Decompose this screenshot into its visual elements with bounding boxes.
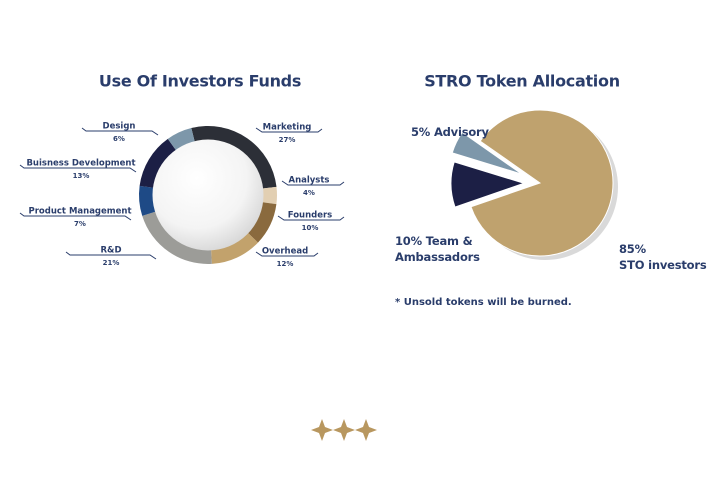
- slice-label: 10% Team & Ambassadors: [395, 233, 480, 265]
- leader-line: [19, 164, 137, 173]
- pie-slice: [470, 109, 614, 257]
- segment-label: Founders: [288, 211, 333, 221]
- donut-segment: [139, 185, 156, 216]
- segment-label: Overhead: [262, 247, 308, 257]
- slice-category: Team & Ambassadors: [395, 234, 480, 264]
- leader-line: [281, 180, 345, 186]
- segment-value-label: 6%: [113, 135, 125, 143]
- segment-value-label: 21%: [103, 259, 120, 267]
- slice-category: STO investors: [619, 258, 707, 272]
- slice-category: Advisory: [433, 125, 489, 139]
- segment-label: Marketing: [263, 123, 312, 133]
- segment-label: Buisness Development: [26, 159, 135, 169]
- leader-line: [255, 127, 323, 133]
- donut-segment: [191, 126, 277, 189]
- slice-value-label: 85%: [619, 242, 646, 256]
- segment-value-label: 7%: [74, 220, 86, 228]
- segment-label: Analysts: [288, 176, 329, 186]
- pie-slice: [451, 131, 523, 175]
- donut-segment: [262, 186, 277, 205]
- segment-value-label: 4%: [303, 189, 315, 197]
- footnote: * Unsold tokens will be burned.: [395, 297, 572, 308]
- slice-value-label: 5%: [411, 125, 431, 139]
- segment-value-label: 10%: [302, 224, 319, 232]
- segment-label: Design: [103, 122, 136, 132]
- chart-title: STRO Token Allocation: [424, 72, 620, 91]
- leader-line: [19, 212, 132, 221]
- donut-segment: [142, 211, 212, 264]
- segment-label: R&D: [100, 246, 121, 256]
- pie-slice: [450, 161, 526, 208]
- donut-segment: [167, 128, 195, 151]
- leader-line: [277, 215, 345, 221]
- segment-label: Product Management: [28, 207, 131, 217]
- leader-line: [81, 127, 159, 136]
- divider: [167, 419, 520, 441]
- slice-value-label: 10%: [395, 234, 422, 248]
- donut-segment: [211, 232, 258, 264]
- segment-value-label: 12%: [277, 260, 294, 268]
- segment-value-label: 13%: [73, 172, 90, 180]
- leader-line: [65, 251, 157, 260]
- donut-segment: [247, 202, 277, 243]
- segment-value-label: 27%: [279, 136, 296, 144]
- chart-title: Use Of Investors Funds: [99, 72, 301, 91]
- slice-label: 5% Advisory: [411, 124, 531, 140]
- slice-label: 85% STO investors: [619, 241, 719, 273]
- leader-line: [255, 251, 319, 257]
- donut-segment: [139, 138, 176, 188]
- donut-hole: [152, 139, 264, 251]
